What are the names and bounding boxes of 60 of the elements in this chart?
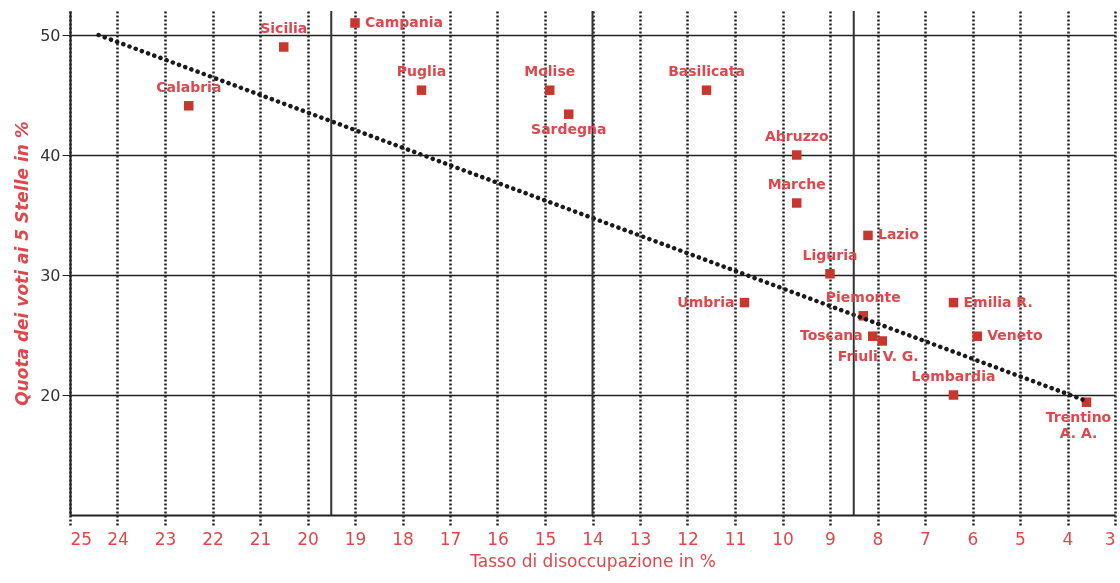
y-tick-label: 20 xyxy=(40,385,61,405)
x-tick-label: 22 xyxy=(202,528,224,549)
annotation: Sicilia xyxy=(260,20,308,36)
x-tick-label: 12 xyxy=(677,528,699,549)
x-tick-label: 25 xyxy=(70,528,93,549)
x-tick-label: 8 xyxy=(872,528,884,549)
x-axis-title: Tasso di disoccupazione in % xyxy=(469,550,716,571)
annotation: Campania xyxy=(365,14,443,30)
x-tick-label: 3 xyxy=(1104,528,1116,549)
annotation: Calabria xyxy=(156,78,222,95)
annotation: Lazio xyxy=(878,226,920,243)
x-tick-label: 23 xyxy=(154,528,177,549)
x-tick-label: 5 xyxy=(1015,528,1026,549)
point xyxy=(279,42,289,52)
annotation: Trentino A. A. xyxy=(1045,409,1112,442)
annotation: Emilia R. xyxy=(963,293,1033,310)
y-axis-title: Quota dei voti ai 5 Stelle in % xyxy=(12,121,33,406)
annotation: Molise xyxy=(524,63,576,80)
point xyxy=(792,150,802,160)
annotation: Umbria xyxy=(677,293,735,310)
annotation: Lombardia xyxy=(911,368,996,384)
x-tick-label: 7 xyxy=(920,528,931,549)
point xyxy=(184,101,194,111)
annotation: Basilicata xyxy=(668,63,745,80)
point xyxy=(948,390,959,400)
x-tick-label: 10 xyxy=(772,528,794,549)
x-tick-label: 11 xyxy=(724,528,747,549)
point xyxy=(545,85,555,95)
annotation: Puglia xyxy=(396,63,447,80)
annotation: Marche xyxy=(767,176,826,192)
annotation: Veneto xyxy=(987,327,1043,344)
x-tick-label: 18 xyxy=(392,528,414,549)
y-tick-label: 50 xyxy=(40,25,61,45)
x-tick-label: 15 xyxy=(534,528,557,549)
x-tick-label: 6 xyxy=(967,528,979,549)
point xyxy=(564,109,574,119)
annotation: Abruzzo xyxy=(764,128,829,144)
y-tick-label: 40 xyxy=(40,145,61,165)
point xyxy=(972,331,982,341)
point xyxy=(863,230,873,241)
x-tick-label: 17 xyxy=(439,528,462,549)
x-tick-label: 16 xyxy=(487,528,509,549)
x-tick-label: 13 xyxy=(629,528,652,549)
point xyxy=(701,85,712,95)
x-tick-label: 21 xyxy=(249,528,272,549)
point xyxy=(948,297,959,308)
x-tick-label: 24 xyxy=(107,528,129,549)
point xyxy=(825,269,835,279)
x-tick-label: 19 xyxy=(344,528,367,549)
x-tick-label: 20 xyxy=(297,528,319,549)
x-tick-label: 14 xyxy=(582,528,604,549)
point xyxy=(739,297,750,308)
point xyxy=(350,18,360,28)
point xyxy=(877,336,887,346)
x-tick-label: 9 xyxy=(825,528,836,549)
y-tick-label: 30 xyxy=(40,265,61,285)
point xyxy=(416,85,427,95)
point xyxy=(868,331,878,341)
point xyxy=(792,198,802,208)
x-tick-label: 4 xyxy=(1062,528,1074,549)
